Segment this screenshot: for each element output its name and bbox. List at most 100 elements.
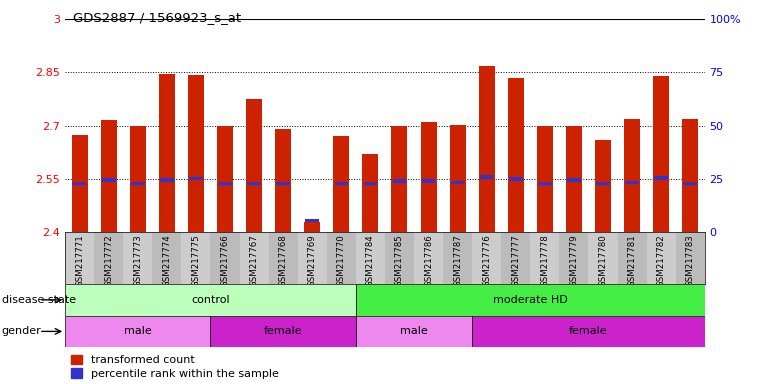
Bar <box>356 232 385 284</box>
Bar <box>421 122 437 232</box>
Bar <box>479 66 495 232</box>
Bar <box>683 182 697 185</box>
Text: gender: gender <box>2 326 41 336</box>
Bar <box>356 316 472 347</box>
Text: moderate HD: moderate HD <box>493 295 568 305</box>
Text: GSM217787: GSM217787 <box>453 234 462 286</box>
Bar <box>472 316 705 347</box>
Bar <box>304 222 320 232</box>
Bar <box>362 154 378 232</box>
Text: GDS2887 / 1569923_s_at: GDS2887 / 1569923_s_at <box>73 12 241 25</box>
Text: GSM217782: GSM217782 <box>656 234 666 286</box>
Bar <box>131 182 145 185</box>
Bar <box>559 232 588 284</box>
Bar <box>625 181 639 184</box>
Text: GSM217784: GSM217784 <box>366 234 375 286</box>
Bar <box>277 182 290 185</box>
Text: GSM217780: GSM217780 <box>598 234 607 286</box>
Bar <box>333 136 349 232</box>
Text: female: female <box>569 326 607 336</box>
Bar <box>364 182 377 185</box>
Bar <box>393 179 406 183</box>
Bar <box>391 126 408 232</box>
Bar <box>501 232 530 284</box>
Text: GSM217778: GSM217778 <box>540 234 549 286</box>
Bar <box>306 219 319 222</box>
Bar <box>129 126 146 232</box>
Bar <box>246 99 262 232</box>
Text: GSM217770: GSM217770 <box>337 234 345 286</box>
Bar <box>298 232 327 284</box>
Bar <box>538 182 552 185</box>
Text: GSM217769: GSM217769 <box>308 234 316 286</box>
Text: GSM217779: GSM217779 <box>569 234 578 286</box>
Text: GSM217786: GSM217786 <box>424 234 433 286</box>
Text: GSM217766: GSM217766 <box>221 234 230 286</box>
Bar <box>443 232 472 284</box>
Bar <box>508 78 524 232</box>
Bar <box>566 126 582 232</box>
Text: male: male <box>124 326 152 336</box>
Bar <box>152 232 182 284</box>
Bar <box>65 232 94 284</box>
Bar <box>211 316 356 347</box>
Bar <box>653 76 669 232</box>
Bar <box>530 232 559 284</box>
Text: GSM217781: GSM217781 <box>627 234 637 286</box>
Text: GSM217775: GSM217775 <box>192 234 201 286</box>
Bar <box>100 121 116 232</box>
Bar <box>269 232 298 284</box>
Bar <box>480 175 493 179</box>
Bar <box>275 129 291 232</box>
Text: female: female <box>264 326 303 336</box>
Bar <box>683 119 698 232</box>
Bar <box>189 177 203 180</box>
Bar <box>211 232 240 284</box>
Text: GSM217772: GSM217772 <box>104 234 113 286</box>
Text: GSM217776: GSM217776 <box>482 234 491 286</box>
Bar <box>159 74 175 232</box>
Text: GSM217771: GSM217771 <box>75 234 84 286</box>
Bar <box>247 182 261 185</box>
Bar <box>647 232 676 284</box>
Bar <box>160 178 174 182</box>
Bar <box>509 177 522 181</box>
Bar <box>451 181 464 184</box>
Bar <box>65 316 211 347</box>
Bar <box>182 232 211 284</box>
Bar <box>335 182 348 185</box>
Bar <box>94 232 123 284</box>
Text: control: control <box>192 295 230 305</box>
Text: GSM217777: GSM217777 <box>511 234 520 286</box>
Bar <box>537 126 553 232</box>
Bar <box>218 182 232 185</box>
Text: GSM217774: GSM217774 <box>162 234 172 286</box>
Bar <box>123 232 152 284</box>
Bar <box>567 178 581 182</box>
Text: GSM217767: GSM217767 <box>250 234 259 286</box>
Bar <box>617 232 647 284</box>
Bar <box>72 135 87 232</box>
Legend: transformed count, percentile rank within the sample: transformed count, percentile rank withi… <box>70 354 279 379</box>
Text: disease state: disease state <box>2 295 76 305</box>
Text: GSM217785: GSM217785 <box>395 234 404 286</box>
Bar <box>450 125 466 232</box>
Bar <box>240 232 269 284</box>
Bar <box>356 284 705 316</box>
Bar <box>472 232 501 284</box>
Text: GSM217768: GSM217768 <box>279 234 288 286</box>
Bar <box>327 232 356 284</box>
Bar <box>595 140 611 232</box>
Bar <box>188 75 204 232</box>
Text: male: male <box>400 326 428 336</box>
Bar <box>217 126 233 232</box>
Bar <box>654 176 668 180</box>
Bar <box>414 232 443 284</box>
Bar <box>73 182 87 185</box>
Bar <box>596 182 610 185</box>
Text: GSM217773: GSM217773 <box>133 234 142 286</box>
Bar <box>385 232 414 284</box>
Bar <box>624 119 640 232</box>
Bar <box>588 232 617 284</box>
Bar <box>422 179 435 183</box>
